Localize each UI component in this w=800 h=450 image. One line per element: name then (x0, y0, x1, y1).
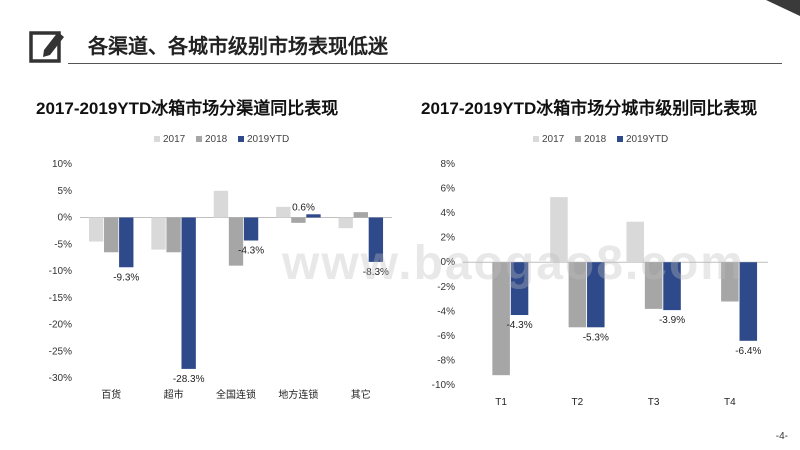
x-category-label: 地方连锁 (278, 388, 318, 401)
y-tick-label: -25% (49, 346, 72, 357)
bar-2019ytd-1 (587, 262, 605, 328)
bar-2018-0 (492, 262, 510, 376)
x-category-label: 百货 (101, 388, 121, 401)
legend-label-2017: 2017 (542, 134, 565, 145)
bar-2018-2 (644, 262, 663, 309)
legend-swatch-2018 (575, 136, 581, 142)
bar-2017-1 (550, 197, 568, 263)
y-tick-label: 4% (441, 208, 456, 219)
x-category-label: T2 (572, 397, 584, 408)
y-tick-label: -5% (54, 239, 72, 250)
bar-2017-3 (276, 206, 291, 218)
y-tick-label: -10% (432, 380, 455, 391)
data-label-2019ytd: 0.6% (292, 202, 315, 213)
data-label-2019ytd: -4.3% (506, 320, 532, 331)
y-tick-label: 2% (441, 233, 456, 244)
bar-2019ytd-3 (306, 214, 321, 218)
x-category-label: 全国连锁 (216, 388, 256, 401)
y-tick-label: -4% (437, 306, 455, 317)
data-label-2019ytd: -5.3% (583, 332, 609, 343)
bar-2018-1 (568, 262, 587, 328)
y-tick-label: 0% (58, 213, 73, 224)
y-tick-label: 5% (58, 186, 73, 197)
chart-title-city-tier: 2017-2019YTD冰箱市场分城市级别同比表现 (421, 99, 758, 118)
chart-title-channel: 2017-2019YTD冰箱市场分渠道同比表现 (36, 99, 339, 118)
corner-decoration (766, 0, 800, 16)
y-tick-label: -10% (49, 266, 72, 277)
bar-2019ytd-2 (243, 217, 259, 241)
bar-2019ytd-1 (181, 217, 196, 369)
data-label-2019ytd: -3.9% (659, 315, 685, 326)
y-tick-label: 6% (441, 184, 456, 195)
y-tick-label: 0% (441, 257, 456, 268)
bar-2017-0 (88, 217, 104, 242)
data-label-2019ytd: -6.4% (735, 346, 761, 357)
bar-2018-3 (291, 217, 306, 223)
bar-2018-4 (353, 212, 368, 218)
data-label-2019ytd: -9.3% (113, 272, 139, 283)
bar-2019ytd-4 (368, 217, 384, 262)
page-title: 各渠道、各城市级别市场表现低迷 (88, 36, 388, 58)
legend-label-2018: 2018 (584, 134, 607, 145)
bar-2019ytd-0 (510, 262, 529, 316)
data-label-2019ytd: -4.3% (238, 246, 264, 257)
y-tick-label: -8% (437, 355, 455, 366)
bar-2019ytd-2 (663, 262, 681, 311)
legend-label-2019ytd: 2019YTD (247, 134, 289, 145)
legend-swatch-2018 (196, 136, 202, 142)
edit-icon (29, 31, 64, 63)
y-tick-label: -20% (49, 320, 72, 331)
legend-swatch-2019ytd (238, 136, 244, 142)
legend-swatch-2017 (154, 136, 160, 142)
x-category-label: 其它 (351, 388, 371, 401)
y-tick-label: -6% (437, 331, 455, 342)
bar-2018-1 (166, 217, 181, 253)
title-divider (68, 63, 782, 64)
bar-2019ytd-0 (119, 217, 134, 268)
x-category-label: T1 (495, 397, 507, 408)
legend-swatch-2017 (533, 136, 539, 142)
legend-swatch-2019ytd (617, 136, 623, 142)
legend-label-2018: 2018 (205, 134, 228, 145)
bar-2019ytd-3 (739, 262, 758, 341)
watermark: www.baogao8.com (282, 237, 745, 290)
data-label-2019ytd: -8.3% (363, 267, 389, 278)
y-tick-label: 10% (52, 159, 72, 170)
legend-label-2019ytd: 2019YTD (626, 134, 668, 145)
y-tick-label: -30% (49, 373, 72, 384)
y-tick-label: 8% (441, 159, 456, 170)
x-category-label: T3 (648, 397, 660, 408)
bar-2018-3 (721, 262, 739, 302)
y-tick-label: -15% (49, 293, 72, 304)
bar-2018-0 (104, 217, 119, 253)
x-category-label: T4 (724, 397, 736, 408)
y-tick-label: -2% (437, 282, 455, 293)
data-label-2019ytd: -28.3% (173, 374, 205, 385)
x-category-label: 超市 (164, 388, 184, 401)
bar-2018-2 (228, 217, 244, 266)
legend-label-2017: 2017 (163, 134, 186, 145)
bar-2017-2 (213, 190, 229, 218)
page-number: -4- (775, 431, 788, 442)
bar-2017-1 (151, 217, 166, 250)
bar-2017-2 (626, 221, 644, 263)
bar-2017-4 (338, 217, 353, 229)
